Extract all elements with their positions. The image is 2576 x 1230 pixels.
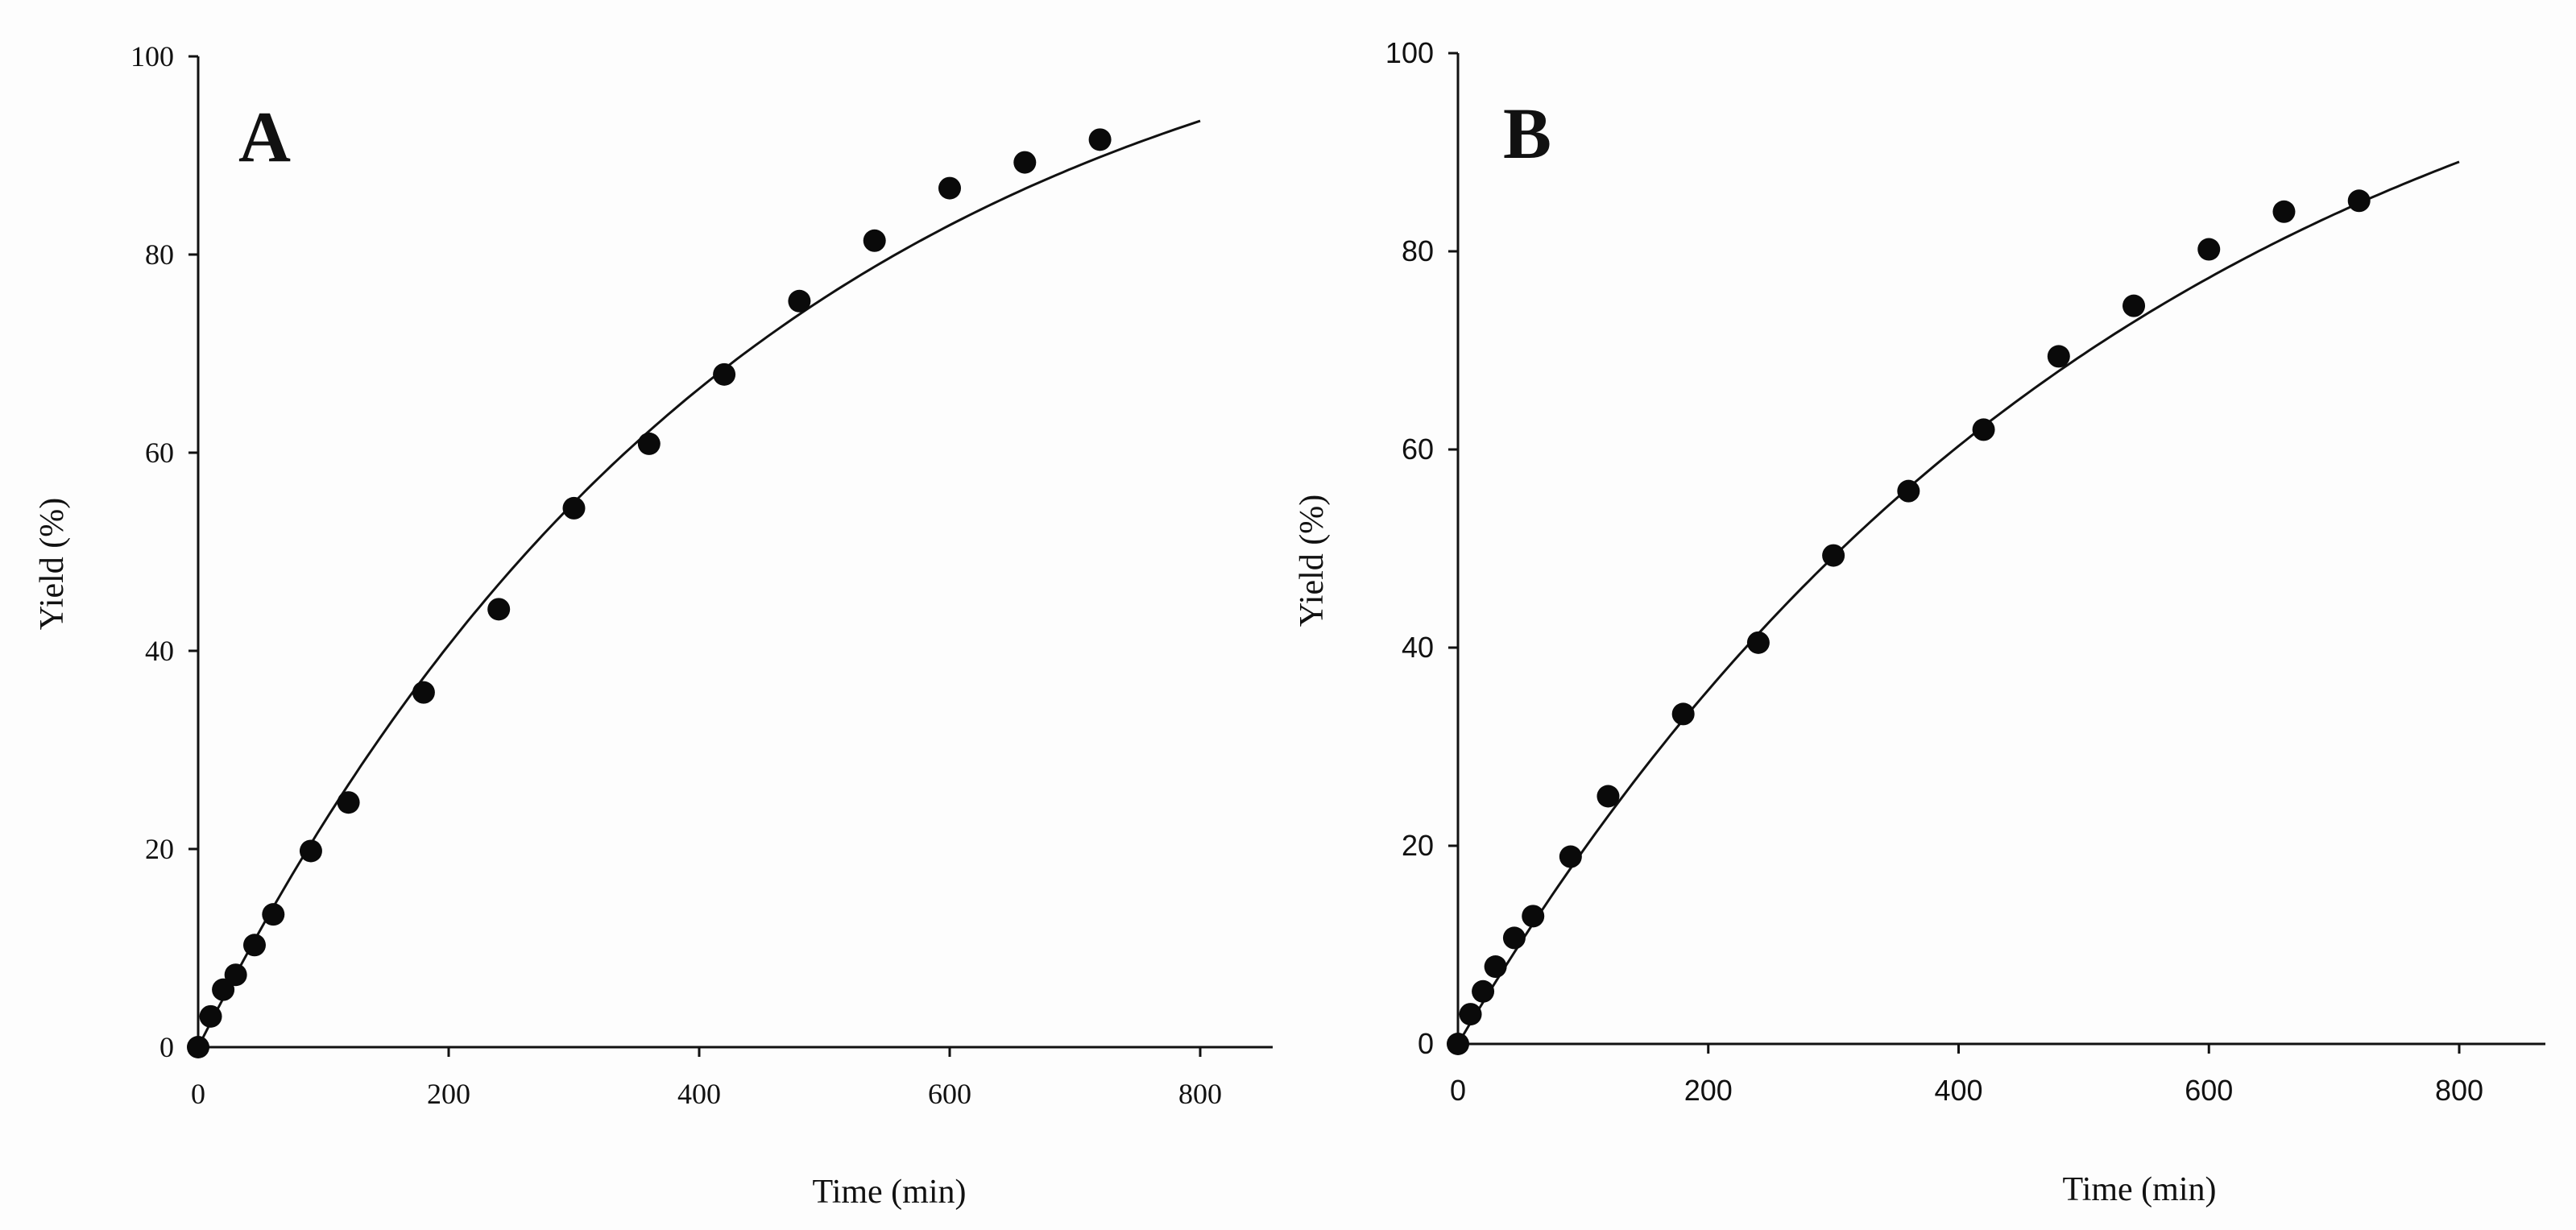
panel-a-data-point — [337, 791, 360, 814]
panel-a-data-point — [863, 229, 886, 252]
panel-b-ticks: 0 200 400 600 800 0 20 40 60 80 100 — [1385, 36, 2483, 1107]
panel-b-data-point — [1897, 479, 1920, 503]
panel-a-data-point — [262, 903, 285, 926]
panel-a-data-point — [199, 1004, 222, 1028]
panel-b-data-point — [2197, 238, 2221, 261]
panel-b-data-point — [2047, 345, 2070, 368]
panel-a-fit-curve — [197, 119, 1201, 1048]
panel-a-data-point — [187, 1036, 209, 1058]
panel-a-x-tick-label: 600 — [928, 1078, 971, 1110]
panel-b-data-point — [1447, 1033, 1469, 1055]
panel-b-points — [1447, 189, 2371, 1055]
panel-a: A Time (min) Yield (%) 0 200 400 600 800 0 20 4… — [34, 40, 1273, 1211]
panel-b-data-point — [2272, 200, 2296, 223]
panel-a-x-tick-label: 400 — [677, 1078, 721, 1110]
panel-a-ticks: 0 200 400 600 800 0 20 40 60 80 100 — [130, 40, 1222, 1110]
panel-a-data-point — [1013, 151, 1037, 174]
panel-b-y-tick-label: 100 — [1385, 36, 1434, 69]
panel-a-data-point — [1088, 128, 1112, 151]
panel-a-data-point — [487, 598, 511, 621]
panel-b-x-tick-label: 400 — [1934, 1074, 1982, 1107]
panel-b-data-point — [2347, 189, 2371, 213]
panel-a-y-axis-title: Yield (%) — [34, 498, 71, 630]
panel-a-points — [187, 128, 1112, 1058]
panel-b-x-tick-label: 600 — [2185, 1074, 2233, 1107]
panel-b-data-point — [1746, 631, 1770, 654]
panel-b-data-point — [1502, 926, 1526, 950]
panel-a-y-tick-label: 60 — [145, 437, 174, 469]
panel-b-x-tick-label: 0 — [1450, 1074, 1466, 1107]
panel-b: B Time (min) Yield (%) 0 200 400 600 800 0 20 4… — [1294, 36, 2545, 1208]
panel-a-data-point — [212, 978, 235, 1001]
panel-a-letter: A — [238, 97, 291, 177]
panel-a-data-point — [562, 496, 586, 520]
panel-b-data-point — [1559, 845, 1582, 868]
panel-a-y-tick-label: 20 — [145, 833, 174, 865]
panel-b-data-point — [1484, 955, 1507, 979]
panel-a-y-tick-label: 0 — [159, 1031, 174, 1063]
panel-b-data-point — [1822, 544, 1845, 567]
panel-b-y-axis-title: Yield (%) — [1294, 495, 1331, 627]
panel-a-x-tick-label: 200 — [427, 1078, 470, 1110]
panel-b-x-axis-title: Time (min) — [2063, 1171, 2217, 1208]
panel-b-data-point — [1472, 979, 1495, 1003]
panel-b-y-tick-label: 40 — [1402, 631, 1434, 664]
panel-b-data-point — [1972, 418, 1995, 441]
panel-b-data-point — [2123, 294, 2146, 317]
panel-a-y-tick-label: 40 — [145, 635, 174, 667]
panel-b-y-tick-label: 0 — [1418, 1027, 1434, 1060]
panel-a-x-tick-label: 0 — [191, 1078, 205, 1110]
panel-b-y-tick-label: 80 — [1402, 234, 1434, 267]
panel-a-y-tick-label: 100 — [130, 40, 174, 72]
panel-a-data-point — [713, 362, 736, 386]
panel-a-data-point — [637, 432, 661, 455]
panel-a-data-point — [412, 681, 435, 704]
panel-a-data-point — [788, 289, 811, 313]
panel-a-data-point — [224, 963, 247, 987]
panel-a-data-point — [242, 934, 266, 957]
panel-a-x-axis-title: Time (min) — [813, 1174, 967, 1211]
panel-b-fit-curve — [1456, 160, 2460, 1045]
panel-b-data-point — [1522, 905, 1545, 928]
panel-a-y-tick-label: 80 — [145, 238, 174, 271]
panel-b-x-tick-label: 200 — [1684, 1074, 1733, 1107]
panel-b-letter: B — [1503, 94, 1551, 174]
panel-a-x-tick-label: 800 — [1178, 1078, 1222, 1110]
panel-b-data-point — [1671, 702, 1695, 726]
panel-b-data-point — [1597, 785, 1620, 808]
panel-b-y-tick-label: 60 — [1402, 433, 1434, 466]
panel-b-x-tick-label: 800 — [2435, 1074, 2483, 1107]
panel-a-data-point — [299, 839, 322, 863]
panel-a-data-point — [938, 176, 961, 200]
panel-b-y-tick-label: 20 — [1402, 829, 1434, 862]
panel-b-data-point — [1459, 1003, 1482, 1026]
